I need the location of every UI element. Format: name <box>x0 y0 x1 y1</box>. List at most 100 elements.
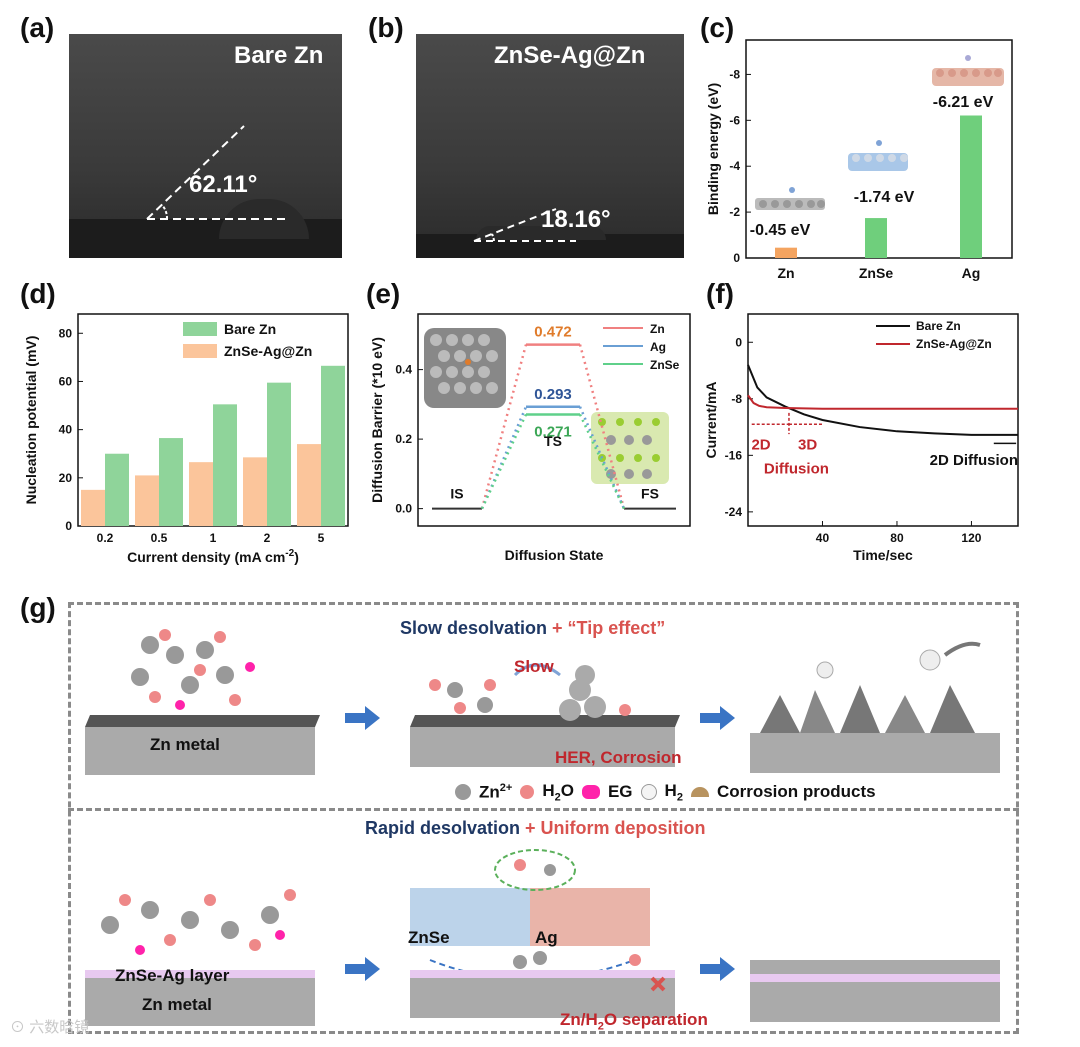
x-tick-label: 0.5 <box>151 531 168 545</box>
legend-label: Bare Zn <box>916 319 961 333</box>
zn-ion-icon <box>455 784 471 800</box>
contact-angle-photo-bare: Bare Zn 62.11° <box>69 34 342 258</box>
znse-label: ZnSe <box>408 928 450 947</box>
y-axis-title: Diffusion Barrier (*10 eV) <box>369 337 385 503</box>
connector-zn <box>480 344 528 509</box>
plot-frame <box>747 313 1019 527</box>
x-tick-label: 80 <box>890 531 904 545</box>
annot-3d: 3D <box>798 437 817 454</box>
panel-label-c: (c) <box>700 12 735 43</box>
photo-title-bare: Bare Zn <box>234 42 324 69</box>
ag-label: Ag <box>535 928 558 947</box>
panel-label-f: (f) <box>706 278 734 309</box>
x-tick-label: 40 <box>816 531 830 545</box>
y-axis-title: Current/mA <box>703 381 719 458</box>
layer-label: ZnSe-Ag layer <box>115 966 230 985</box>
photo-title-coated: ZnSe-Ag@Zn <box>494 42 646 69</box>
legend-swatch <box>183 322 217 336</box>
panel-label-b: (b) <box>368 12 404 43</box>
state-label: TS <box>544 433 562 449</box>
x-tick-label: Ag <box>962 265 981 281</box>
x-tick-label: 5 <box>318 531 325 545</box>
y-tick-label: 0.4 <box>395 363 412 377</box>
x-tick-label: 120 <box>961 531 981 545</box>
her-corrosion-label: HER, Corrosion <box>555 748 682 767</box>
y-tick-label: 0 <box>65 519 72 533</box>
y-tick-label: 0 <box>735 335 742 349</box>
value-label: -0.45 eV <box>750 222 811 239</box>
binding-energy-chart: 0 -2 -4 -6 -8 Binding energy (eV) Zn ZnSe Ag -0.4… <box>705 39 1013 281</box>
zn-metal-label-top: Zn metal <box>150 735 220 754</box>
schematic-top-art <box>85 629 1000 775</box>
barrier-label-znse: 0.271 <box>534 423 572 440</box>
angle-lines <box>146 125 289 220</box>
legend-label: Bare Zn <box>224 321 276 337</box>
schematic-frame <box>68 602 1019 1034</box>
bar-bare-zn <box>213 404 237 526</box>
y-tick-label: 0.2 <box>395 432 412 446</box>
y-axis-title: Nucleation potential (mV) <box>23 336 39 505</box>
annot-2d-diffusion: 2D Diffusion <box>930 452 1018 469</box>
x-tick-label: 2 <box>264 531 271 545</box>
y-tick-label: -8 <box>731 392 742 406</box>
corrosion-product-icon <box>690 787 709 797</box>
contact-angle-bare: 62.11° <box>189 171 258 198</box>
slab-zn-icon <box>755 187 825 210</box>
schematic-bottom-art <box>85 849 1000 1026</box>
contact-angle-photo-coated: ZnSe-Ag@Zn 18.16° <box>416 34 684 258</box>
panel-label-d: (d) <box>20 278 56 309</box>
y-tick-label: 40 <box>59 423 73 437</box>
bar-bare-zn <box>267 382 291 526</box>
y-tick-label: -16 <box>725 448 743 462</box>
annot-diffusion: Diffusion <box>764 461 829 478</box>
bar-znse-ag <box>189 462 213 526</box>
bar-znse-ag <box>135 475 159 526</box>
slab-znse-icon <box>848 140 908 171</box>
x-tick-label: ZnSe <box>859 265 893 281</box>
y-tick-label: 80 <box>59 326 73 340</box>
x-tick-label: 0.2 <box>97 531 114 545</box>
panel-label-a: (a) <box>20 12 55 43</box>
bar-zn <box>775 247 797 258</box>
bottom-title: Rapid desolvation + Uniform deposition <box>365 818 706 838</box>
y-tick-label: -2 <box>729 205 740 219</box>
bar-znse <box>865 218 887 258</box>
angle-lines <box>473 208 576 242</box>
legend-label: Zn <box>650 322 665 336</box>
separation-label: Zn/H2O separation <box>560 1010 708 1033</box>
value-label: -6.21 eV <box>933 94 994 111</box>
slab-ag-icon <box>932 55 1004 86</box>
h2-bubble-icon <box>640 784 657 800</box>
connector-znse <box>480 413 528 510</box>
eg-icon <box>581 785 600 799</box>
bar-znse-ag <box>243 457 267 526</box>
panel-label-g: (g) <box>20 592 56 623</box>
x-axis-title: Time/sec <box>853 547 913 563</box>
watermark: ⊙ 六数晗镜 <box>10 1019 90 1036</box>
value-label: -1.74 eV <box>854 189 915 206</box>
species-legend: Zn2+ H2O EG H2 Corrosion products <box>455 778 876 806</box>
annot-2d: 2D <box>751 437 770 454</box>
diffusion-barrier-chart: 0.0 0.2 0.4 Diffusion Barrier (*10 eV) Diffu… <box>369 313 691 563</box>
state-label: FS <box>641 486 659 502</box>
legend-label: ZnSe <box>650 358 680 372</box>
panel-label-e: (e) <box>366 278 401 309</box>
bar-bare-zn <box>321 365 345 526</box>
y-axis-title: Binding energy (eV) <box>705 83 721 215</box>
bar-ag <box>960 115 982 258</box>
chronoamperometry-chart: 0 -8 -16 -24 40 80 120 Current/mA Time/sec Bare Z… <box>703 313 1019 563</box>
y-tick-label: -4 <box>729 159 740 173</box>
zn-lattice-icon <box>424 328 506 408</box>
y-tick-label: 0 <box>733 251 740 265</box>
bar-znse-ag <box>81 489 105 526</box>
barrier-label-zn: 0.472 <box>534 324 572 341</box>
watermark-logo-icon: ⊙ <box>10 1019 26 1036</box>
top-title: Slow desolvation + “Tip effect” <box>400 618 666 638</box>
y-tick-label: 60 <box>59 374 73 388</box>
connector-ag <box>480 406 528 510</box>
y-tick-label: -8 <box>729 67 740 81</box>
y-tick-label: 20 <box>59 471 73 485</box>
y-tick-label: -24 <box>725 505 743 519</box>
connector-ag <box>578 406 626 510</box>
x-tick-label: Zn <box>777 265 794 281</box>
